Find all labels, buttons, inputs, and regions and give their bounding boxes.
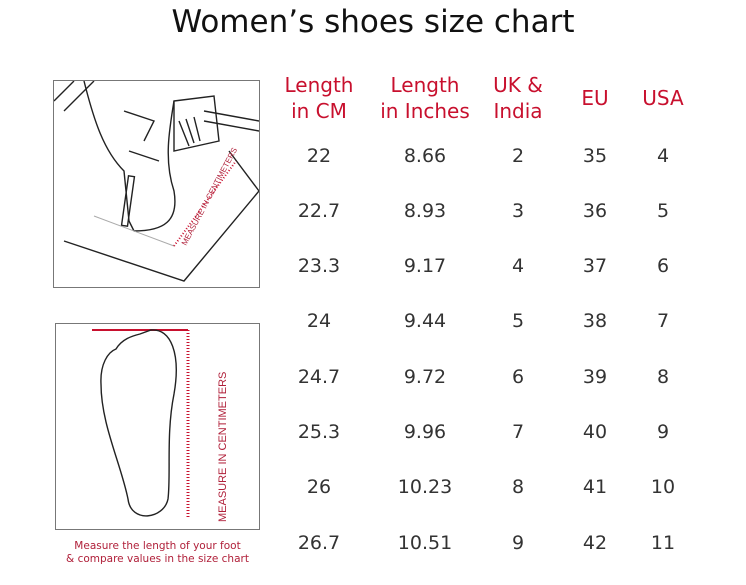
table-cell: 7	[511, 421, 525, 443]
measure-label-bottom: MEASURE IN CENTIMETERS	[217, 372, 229, 522]
table-cell: 4	[511, 255, 525, 277]
table-cell: 40	[582, 421, 608, 443]
table-cell: 7	[656, 310, 670, 332]
table-cell: 9.96	[403, 421, 447, 443]
table-cell: 8	[511, 476, 525, 498]
table-cell: 23.3	[297, 255, 341, 277]
table-cell: 9.72	[403, 366, 447, 388]
caption-line-2: & compare values in the size chart	[66, 553, 249, 565]
table-cell: 39	[582, 366, 608, 388]
table-cell: 22	[306, 145, 332, 167]
table-cell: 22.7	[297, 200, 341, 222]
table-cell: 38	[582, 310, 608, 332]
table-cell: 6	[511, 366, 525, 388]
table-cell: 35	[582, 145, 608, 167]
column-header: Length in CM	[259, 72, 379, 124]
column-header: UK & India	[458, 72, 578, 124]
foot-outline-drawing: MEASURE IN CENTIMETERS	[92, 329, 229, 522]
foot-tracing-drawing: MEASURE IN CENTIMETERS	[53, 80, 260, 282]
column-header-line: Length	[284, 73, 354, 97]
table-cell: 37	[582, 255, 608, 277]
table-cell: 42	[582, 532, 608, 554]
table-cell: 10	[650, 476, 676, 498]
column-header-line: in Inches	[380, 99, 470, 123]
column-header-line: USA	[642, 86, 684, 110]
column-header-line: EU	[581, 86, 609, 110]
table-cell: 36	[582, 200, 608, 222]
table-cell: 24.7	[297, 366, 341, 388]
measure-label-top: MEASURE IN CENTIMETERS	[180, 146, 239, 247]
foot-tracing-illustration: MEASURE IN CENTIMETERS	[53, 80, 260, 288]
table-cell: 8	[656, 366, 670, 388]
table-cell: 5	[511, 310, 525, 332]
column-header: USA	[603, 85, 723, 111]
table-cell: 3	[511, 200, 525, 222]
page-title: Women’s shoes size chart	[171, 4, 575, 40]
table-cell: 9	[511, 532, 525, 554]
table-cell: 4	[656, 145, 670, 167]
column-header-line: in CM	[291, 99, 347, 123]
table-cell: 8.66	[403, 145, 447, 167]
table-cell: 9.44	[403, 310, 447, 332]
column-header-line: UK &	[493, 73, 543, 97]
table-cell: 9.17	[403, 255, 447, 277]
table-cell: 41	[582, 476, 608, 498]
foot-outline-illustration: MEASURE IN CENTIMETERS	[55, 323, 260, 530]
table-cell: 26	[306, 476, 332, 498]
table-cell: 5	[656, 200, 670, 222]
table-cell: 25.3	[297, 421, 341, 443]
instruction-caption: Measure the length of your foot & compar…	[40, 540, 275, 566]
table-cell: 9	[656, 421, 670, 443]
column-header-line: India	[493, 99, 543, 123]
column-header: EU	[535, 85, 655, 111]
column-header-line: Length	[390, 73, 460, 97]
table-cell: 6	[656, 255, 670, 277]
table-cell: 24	[306, 310, 332, 332]
table-cell: 26.7	[297, 532, 341, 554]
table-cell: 2	[511, 145, 525, 167]
column-header: Length in Inches	[365, 72, 485, 124]
caption-line-1: Measure the length of your foot	[74, 540, 241, 552]
table-cell: 11	[650, 532, 676, 554]
table-cell: 8.93	[403, 200, 447, 222]
table-cell: 10.51	[397, 532, 453, 554]
table-cell: 10.23	[397, 476, 453, 498]
